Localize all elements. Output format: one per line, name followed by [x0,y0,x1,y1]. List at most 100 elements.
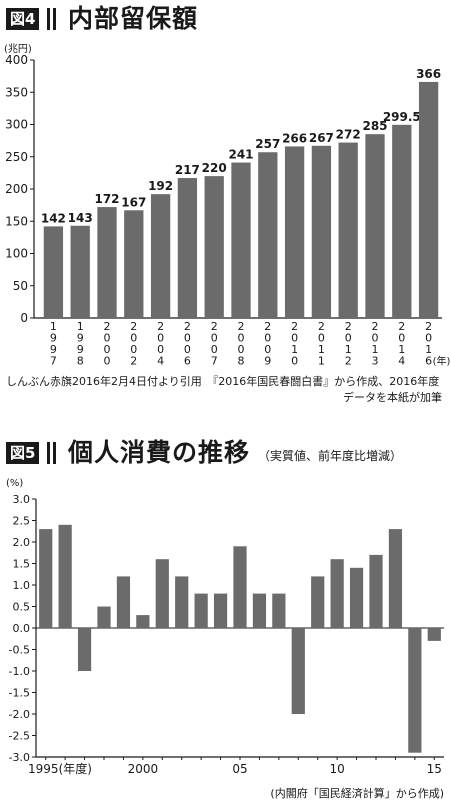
figure4-bar [231,162,251,318]
figure4-data-label: 192 [148,179,173,193]
figure4-data-label: 267 [309,131,334,145]
figure5-y-tick-label: 1.0 [13,579,31,592]
figure4-bar [43,226,64,318]
figure4-data-label: 167 [121,195,146,209]
figure4-y-tick-label: 50 [13,279,28,293]
figure5-y-tick-label: 0.0 [13,622,31,635]
figure4-y-tick-label: 400 [5,53,28,67]
figure4-data-label: 299.5 [383,110,421,124]
figure4-data-label: 220 [202,161,227,175]
figure5-bar [136,615,150,628]
figure5-x-tick-label: 15 [427,762,442,776]
figure5-y-tick-label: 3.0 [13,493,31,506]
figure5-y-tick-label: -1.5 [9,687,30,700]
figure5-bar [194,593,208,628]
figure5-bar [233,546,247,628]
figure5-y-tick-label: -1.0 [9,665,30,678]
figure4-y-tick-label: 150 [5,214,28,228]
figure4-data-label: 217 [175,163,200,177]
figure4-source-line2: データを本紙が加筆 [343,391,442,404]
figure5-bar [116,576,131,628]
figure5-y-tick-label: -2.5 [9,730,30,743]
figure5-y-unit: (%) [6,478,23,489]
figure4-data-label: 172 [94,192,119,206]
figure5-bar [427,628,441,641]
figure4-y-tick-label: 100 [5,247,28,261]
figure5-bar [388,529,403,628]
figure5-divider-bars [47,442,59,464]
figure4-data-label: 272 [336,128,361,142]
figure5-bar [175,576,189,628]
figure4-bar [150,194,171,318]
figure4-bar [70,225,90,318]
figure5-x-tick-label: 2000 [128,762,159,776]
figure4-data-label: 241 [228,148,253,162]
figure4-data-label: 266 [282,131,307,145]
figure5-bar [77,628,92,671]
figure5-bar [155,559,169,628]
figure5-bar [58,524,72,628]
figure4-data-label: 143 [68,211,93,225]
figure5-y-tick-label: 2.5 [13,515,31,528]
figure5-badge: 図5 [6,442,40,464]
figure5-bar [291,628,305,714]
figure5-y-tick-label: -2.0 [9,708,30,721]
figure4-divider-bars [47,8,59,30]
figure5-y-tick-label: 1.5 [13,558,31,571]
figure4-source-line1: しんぶん赤旗2016年2月4日付より引用 『2016年国民春闘白書』から作成、2… [6,375,440,388]
figure4-y-tick-label: 350 [5,85,28,99]
figure4-chart: (兆円) 0 50 100 150 200 250 300 350 400 142 1 9 9 7 143 1 9… [4,43,450,368]
figure5-x-tick-label: 10 [330,762,345,776]
figure4-x-unit: (年) [433,355,450,368]
figure5-y-tick-label: 0.5 [13,601,31,614]
figure4-title: 内部留保額 [68,4,199,33]
figure5-chart: (%) 3.0 2.5 2.0 1.5 1.0 0.5 0.0 -0.5 -1.0 -1.5 -2.0… [6,478,444,776]
figure5-bar [369,554,383,628]
figure5-bar [330,559,344,628]
figure4-bar [311,145,332,318]
figure5-bar [97,606,111,628]
figure5-title: 個人消費の推移 [68,438,251,467]
figure4-bar [365,134,385,318]
figure5-subtitle: （実質値、前年度比増減） [258,449,403,463]
figure4-y-unit: (兆円) [4,43,32,55]
figure4-bar [124,210,144,318]
figure5-bar [252,593,267,628]
figure5-bar [213,593,228,628]
figure5-bar [39,529,53,628]
figure4-y-tick-label: 200 [5,182,28,196]
figure4-bar [338,142,358,318]
figure4-y-tick-label: 250 [5,150,28,164]
figure5-x-tick-label: 1995(年度) [28,761,92,776]
figure5-source: (内閣府「国民経済計算」から作成) [270,787,444,800]
figure5-bar [408,628,422,753]
figure5-y-tick-label: 2.0 [13,536,31,549]
figure4-bar [177,178,198,318]
figure4-bar [284,146,305,318]
figure4-bar [97,207,117,318]
figure4-data-label: 257 [255,137,280,151]
figure4-data-label: 285 [362,119,387,133]
figure4-data-label: 142 [41,211,66,225]
figure4-bar [392,124,412,318]
figure4-y-tick-label: 300 [5,118,28,132]
figure5-bar [349,567,364,628]
figure5-y-tick-label: -3.0 [9,751,30,764]
figure4-bar [204,176,224,318]
figure4-y-tick-label: 0 [20,311,28,325]
figure4-bar [418,81,439,319]
